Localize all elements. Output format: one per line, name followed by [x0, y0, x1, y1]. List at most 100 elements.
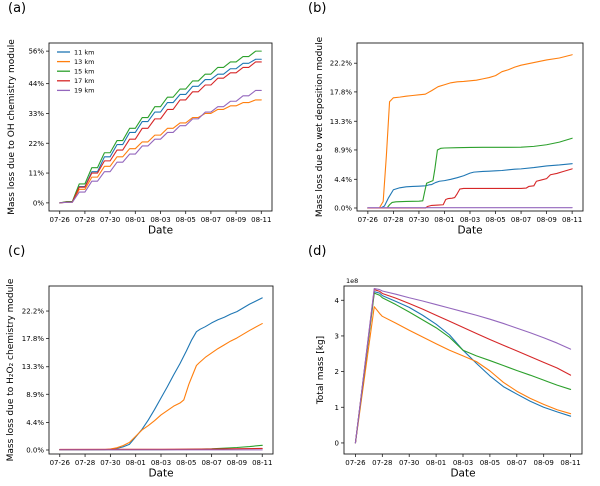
- series-line-17-km: [354, 289, 572, 444]
- x-tick-label: 07-30: [100, 216, 120, 224]
- legend-entry-label: 11 km: [74, 48, 94, 56]
- x-tick-label: 08-11: [251, 216, 271, 224]
- x-tick-label: 08-11: [560, 459, 580, 467]
- y-tick-label: 0: [335, 439, 339, 447]
- x-tick-label: 08-05: [176, 459, 196, 467]
- axes-spines: [356, 42, 584, 212]
- x-tick-label: 08-03: [453, 459, 473, 467]
- x-tick-label: 07-26: [50, 459, 71, 467]
- series-line-11-km: [59, 297, 263, 451]
- series-line-19-km: [59, 89, 262, 204]
- y-axis-ticks: 0% 11% 22% 33% 44% 56%: [28, 48, 49, 207]
- series-line-17-km: [367, 168, 573, 209]
- x-tick-label: 07-28: [372, 459, 392, 467]
- x-axis-ticks: 07-26 07-28 07-30 08-01 08-03 08-05 08-07 08-09…: [50, 211, 271, 224]
- y-tick-label: 8.9%: [26, 391, 44, 399]
- y-axis-offset-text: 1e8: [346, 277, 358, 285]
- chart-h2o2-chemistry-mass-loss: 07-26 07-28 07-30 08-01 08-03 08-05 08-07 08-09…: [6, 278, 274, 480]
- y-tick-label: 13.3%: [22, 363, 45, 371]
- y-tick-label: 33%: [28, 110, 44, 118]
- series-line-13-km: [59, 99, 262, 204]
- x-tick-label: 07-30: [399, 459, 419, 467]
- x-tick-label: 07-28: [75, 459, 95, 467]
- x-tick-label: 08-01: [125, 216, 145, 224]
- x-tick-label: 08-01: [126, 459, 146, 467]
- y-tick-label: 2: [335, 368, 339, 376]
- y-tick-label: 3: [335, 332, 339, 340]
- series-line-13-km: [354, 306, 572, 444]
- y-axis-ticks: 0.0% 4.4% 8.9% 13.3% 17.8% 22.2%: [330, 60, 357, 213]
- x-tick-label: 08-11: [562, 216, 582, 224]
- x-tick-label: 08-09: [536, 216, 556, 224]
- y-tick-label: 0.0%: [26, 446, 44, 454]
- y-tick-label: 44%: [28, 80, 44, 88]
- y-tick-label: 4.4%: [334, 176, 352, 184]
- legend-entry-label: 19 km: [74, 87, 94, 95]
- y-tick-label: 4.4%: [26, 419, 44, 427]
- y-axis-title: Mass loss due to H₂O₂ chemistry module: [6, 278, 16, 461]
- y-axis-title: Mass loss due to OH chemistry module: [7, 39, 17, 215]
- legend-entry-label: 17 km: [74, 77, 94, 85]
- x-tick-label: 07-26: [358, 216, 379, 224]
- x-tick-label: 08-09: [534, 459, 554, 467]
- x-tick-label: 08-05: [176, 216, 196, 224]
- panel-d-label: (d): [308, 244, 327, 259]
- y-tick-label: 22.2%: [22, 308, 45, 316]
- x-tick-label: 08-03: [150, 216, 170, 224]
- series-line-19-km: [354, 287, 572, 444]
- y-tick-label: 17.8%: [22, 335, 45, 343]
- series-line-17-km: [59, 447, 263, 450]
- x-tick-label: 08-01: [426, 459, 446, 467]
- chart-total-mass: 07-26 07-28 07-30 08-01 08-03 08-05 08-07 08-09…: [316, 277, 583, 480]
- panel-a: (a) 07-26 07-28 07-30 08-01 08-03 08-05 08-07 0…: [0, 0, 300, 243]
- panel-d: (d) 07-26 07-28 07-30 08-01 08-03 08-05 08-07 0…: [300, 243, 600, 486]
- x-axis-ticks: 07-26 07-28 07-30 08-01 08-03 08-05 08-07 08-09…: [358, 211, 582, 224]
- x-tick-label: 08-03: [460, 216, 480, 224]
- x-tick-label: 07-30: [409, 216, 429, 224]
- y-tick-label: 22%: [28, 140, 44, 148]
- y-axis-ticks: 0.0% 4.4% 8.9% 13.3% 17.8% 22.2%: [22, 308, 49, 454]
- x-axis-title: Date: [148, 468, 173, 480]
- x-tick-label: 08-09: [226, 216, 246, 224]
- x-tick-label: 07-30: [100, 459, 120, 467]
- y-tick-label: 4: [335, 297, 340, 305]
- y-tick-label: 1: [335, 404, 339, 412]
- y-axis-ticks: 0 1 2 3 4: [335, 297, 344, 447]
- x-tick-label: 08-07: [201, 459, 221, 467]
- axes-spines: [48, 285, 274, 455]
- series-line-15-km: [59, 50, 262, 204]
- y-tick-label: 8.9%: [334, 146, 352, 154]
- x-axis-ticks: 07-26 07-28 07-30 08-01 08-03 08-05 08-07 08-09…: [50, 454, 272, 467]
- x-tick-label: 08-09: [227, 459, 247, 467]
- x-tick-label: 08-07: [511, 216, 531, 224]
- panel-a-label: (a): [8, 1, 27, 16]
- x-axis-title: Date: [457, 225, 482, 237]
- y-axis-title: Total mass [kg]: [316, 336, 326, 405]
- y-tick-label: 22.2%: [330, 60, 353, 68]
- series-line-15-km: [354, 292, 572, 444]
- y-tick-label: 0%: [33, 199, 44, 207]
- y-axis-title: Mass loss due to wet deposition module: [315, 36, 325, 217]
- x-tick-label: 08-05: [485, 216, 505, 224]
- x-tick-label: 07-26: [50, 216, 71, 224]
- x-tick-label: 07-26: [345, 459, 366, 467]
- x-tick-label: 07-28: [75, 216, 95, 224]
- panel-c: (c) 07-26 07-28 07-30 08-01 08-03 08-05 08-07 0…: [0, 243, 300, 486]
- x-tick-label: 08-07: [507, 459, 527, 467]
- x-tick-label: 08-03: [151, 459, 171, 467]
- series-line-11-km: [59, 58, 262, 204]
- x-tick-label: 07-28: [383, 216, 403, 224]
- series-line-17-km: [59, 61, 262, 204]
- x-axis-title: Date: [148, 225, 173, 237]
- series-line-15-km: [367, 137, 573, 209]
- chart-oh-chemistry-mass-loss: 07-26 07-28 07-30 08-01 08-03 08-05 08-07 08-09…: [7, 39, 273, 237]
- x-axis-title: Date: [450, 468, 475, 480]
- panel-b-label: (b): [308, 1, 327, 16]
- series-line-11-km: [354, 291, 572, 444]
- x-tick-label: 08-05: [480, 459, 500, 467]
- x-tick-label: 08-11: [252, 459, 272, 467]
- series-line-11-km: [367, 163, 573, 209]
- series-line-13-km: [59, 323, 263, 451]
